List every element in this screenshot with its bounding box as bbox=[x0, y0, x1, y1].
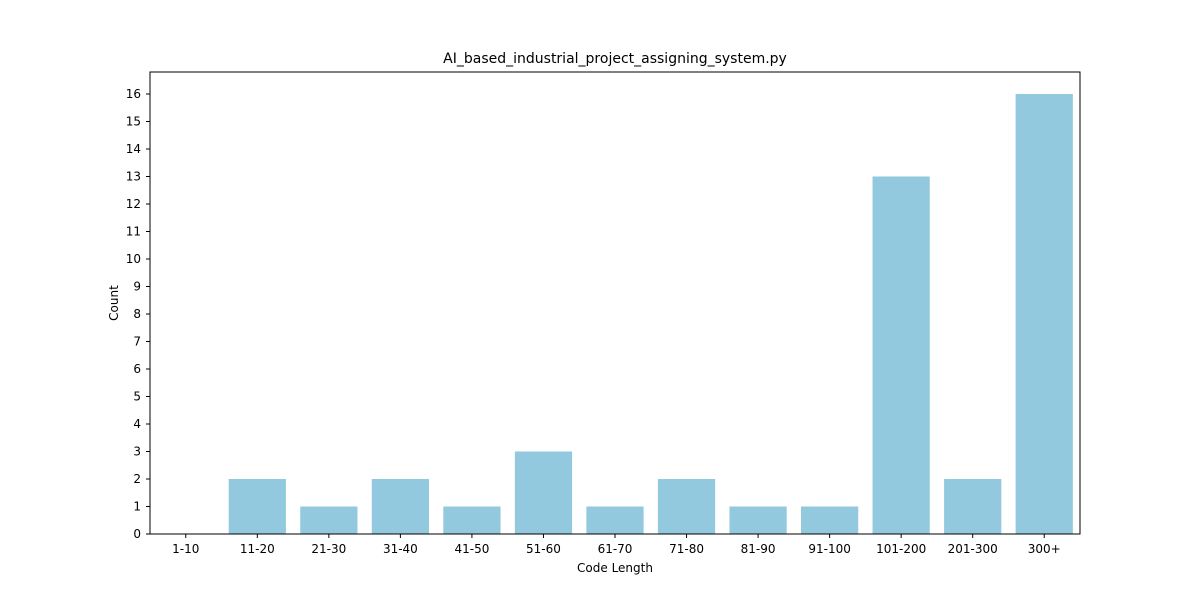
x-tick-label: 91-100 bbox=[808, 542, 851, 556]
bar-31-40 bbox=[371, 479, 429, 534]
y-tick-label: 15 bbox=[126, 115, 141, 129]
bars-layer bbox=[228, 94, 1073, 534]
bar-81-90 bbox=[729, 506, 787, 534]
y-tick-label: 3 bbox=[133, 445, 141, 459]
bar-11-20 bbox=[228, 479, 286, 534]
y-axis-label: Count bbox=[107, 285, 121, 321]
x-tick-label: 81-90 bbox=[741, 542, 776, 556]
y-tick-label: 16 bbox=[126, 87, 141, 101]
x-tick-label: 11-20 bbox=[240, 542, 275, 556]
bar-71-80 bbox=[657, 479, 716, 534]
y-tick-label: 1 bbox=[133, 500, 141, 514]
y-tick-label: 12 bbox=[126, 197, 141, 211]
bar-201-300 bbox=[944, 479, 1002, 534]
y-tick-label: 0 bbox=[133, 527, 141, 541]
y-tick-label: 10 bbox=[126, 252, 141, 266]
y-tick-label: 14 bbox=[126, 142, 141, 156]
x-tick-label: 41-50 bbox=[454, 542, 489, 556]
bar-61-70 bbox=[586, 506, 644, 534]
x-tick-label: 300+ bbox=[1028, 542, 1061, 556]
y-tick-label: 4 bbox=[133, 417, 141, 431]
bar-300+ bbox=[1015, 94, 1073, 534]
y-tick-label: 8 bbox=[133, 307, 141, 321]
y-tick-label: 9 bbox=[133, 280, 141, 294]
x-tick-label: 71-80 bbox=[669, 542, 704, 556]
chart-title: AI_based_industrial_project_assigning_sy… bbox=[443, 51, 787, 67]
x-tick-label: 1-10 bbox=[172, 542, 199, 556]
bar-91-100 bbox=[801, 506, 859, 534]
bar-21-30 bbox=[300, 506, 358, 534]
bar-101-200 bbox=[872, 176, 930, 534]
plot-frame bbox=[149, 71, 1081, 535]
y-tick-label: 5 bbox=[133, 390, 141, 404]
bar-41-50 bbox=[443, 506, 501, 534]
y-tick-label: 13 bbox=[126, 170, 141, 184]
bar-51-60 bbox=[514, 451, 573, 534]
x-tick-label: 21-30 bbox=[311, 542, 346, 556]
y-tick-label: 2 bbox=[133, 472, 141, 486]
x-tick-label: 51-60 bbox=[526, 542, 561, 556]
y-tick-label: 11 bbox=[126, 225, 141, 239]
x-tick-label: 31-40 bbox=[383, 542, 418, 556]
x-axis-label: Code Length bbox=[577, 561, 653, 575]
x-tick-label: 61-70 bbox=[598, 542, 633, 556]
y-tick-label: 7 bbox=[133, 335, 141, 349]
y-tick-label: 6 bbox=[133, 362, 141, 376]
x-tick-label: 101-200 bbox=[876, 542, 926, 556]
x-axis-ticks: 1-10 11-20 21-30 31-40 41-50 51-60 61-70 71-80 8… bbox=[172, 534, 1061, 556]
x-tick-label: 201-300 bbox=[948, 542, 998, 556]
